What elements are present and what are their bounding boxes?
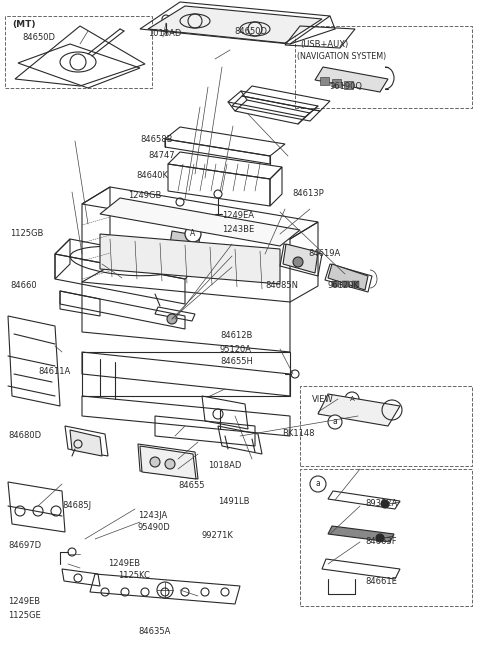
Text: 95120A: 95120A [220,345,252,354]
Text: 84685J: 84685J [62,502,91,511]
Text: 84640K: 84640K [136,171,168,181]
Text: 84655: 84655 [178,481,204,490]
Text: 84661E: 84661E [365,577,397,587]
Circle shape [381,500,389,508]
Text: 84612B: 84612B [220,332,252,341]
Circle shape [310,476,326,492]
Bar [332,281,339,287]
Text: 84635A: 84635A [138,627,170,636]
Text: 96190Q: 96190Q [330,82,363,90]
Bar [320,77,329,85]
Text: 1125KC: 1125KC [118,572,150,581]
Circle shape [185,226,201,242]
Polygon shape [315,67,388,92]
Text: 1125GE: 1125GE [8,611,41,621]
Text: (USB+AUX): (USB+AUX) [300,39,348,48]
Text: A: A [191,230,196,239]
Bar [295,26,472,108]
Text: 1249EB: 1249EB [8,598,40,606]
Text: 1249EB: 1249EB [108,560,140,568]
Text: (NAVIGATION SYSTEM): (NAVIGATION SYSTEM) [297,52,386,61]
Text: 84650D: 84650D [22,33,55,41]
Text: 1018AD: 1018AD [208,462,241,470]
Circle shape [167,314,177,324]
Polygon shape [100,198,300,246]
Text: 84611A: 84611A [38,368,70,377]
Polygon shape [318,394,400,426]
Text: a: a [333,417,337,426]
Bar [5,16,152,88]
Circle shape [165,459,175,469]
Polygon shape [283,244,318,273]
Polygon shape [140,446,196,479]
Text: a: a [316,479,320,489]
Text: 1243JA: 1243JA [138,511,167,521]
Text: 84613P: 84613P [292,190,324,199]
Text: BK1148: BK1148 [282,430,314,438]
Text: 1018AD: 1018AD [148,29,181,39]
Text: 84697D: 84697D [8,542,41,551]
Bar [300,386,472,466]
Text: 84655H: 84655H [220,358,253,366]
Text: 84658B: 84658B [140,135,172,143]
Text: 1249GB: 1249GB [128,192,161,201]
Circle shape [150,457,160,467]
Text: 84663F: 84663F [365,538,396,547]
Text: VIEW: VIEW [312,394,334,404]
Text: 99271K: 99271K [202,532,234,540]
Text: 84660: 84660 [10,281,36,290]
Bar [300,469,472,606]
Text: 1125GB: 1125GB [10,230,43,239]
Text: 89392A: 89392A [365,500,397,509]
Circle shape [328,415,342,429]
Polygon shape [328,526,394,542]
Circle shape [293,257,303,267]
Bar [332,79,341,87]
Bar [352,281,359,287]
Text: 84680D: 84680D [8,432,41,441]
Polygon shape [328,264,368,290]
Text: 1491LB: 1491LB [218,498,250,506]
Polygon shape [148,6,322,43]
Text: 1249EA: 1249EA [222,211,254,220]
Polygon shape [170,231,200,249]
Text: 84619A: 84619A [308,249,340,258]
Bar [344,81,353,89]
Circle shape [345,392,359,406]
Polygon shape [70,430,102,456]
Polygon shape [100,234,280,284]
Text: 96120K: 96120K [328,281,360,290]
Text: 84650D: 84650D [234,27,267,37]
Text: 1243BE: 1243BE [222,224,254,233]
Text: 84747: 84747 [148,152,175,160]
Text: 95490D: 95490D [138,523,171,532]
Text: (MT): (MT) [12,20,36,29]
Text: 84685N: 84685N [265,281,298,290]
Text: A: A [349,396,354,402]
Bar [342,281,349,287]
Circle shape [376,534,384,542]
